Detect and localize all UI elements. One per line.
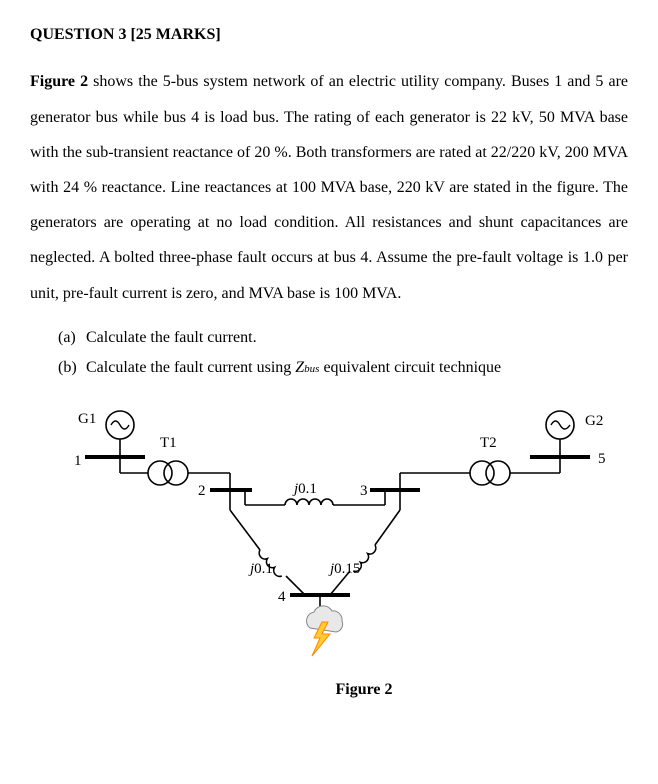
figure-2: G1 1 T1 2 G2 5 T2 3 bbox=[30, 395, 628, 701]
fault-icon bbox=[306, 606, 342, 656]
label-j015-34: j0.15 bbox=[328, 561, 360, 577]
circuit-diagram: G1 1 T1 2 G2 5 T2 3 bbox=[30, 395, 628, 665]
subq-b-marker: (b) bbox=[58, 353, 86, 383]
subq-a-text: Calculate the fault current. bbox=[86, 323, 257, 353]
subq-b-text: Calculate the fault current using Zbus e… bbox=[86, 353, 501, 383]
xfmr-t1-right-icon bbox=[164, 461, 188, 485]
label-t1: T1 bbox=[160, 435, 177, 451]
xfmr-t2-left-icon bbox=[470, 461, 494, 485]
label-bus2: 2 bbox=[198, 483, 206, 499]
subq-a: (a) Calculate the fault current. bbox=[58, 323, 628, 353]
label-g2: G2 bbox=[585, 413, 603, 429]
label-j01-24: j0.1 bbox=[248, 561, 273, 577]
label-j01-23: j0.1 bbox=[292, 481, 317, 497]
sub-questions: (a) Calculate the fault current. (b) Cal… bbox=[58, 323, 628, 384]
inductor-23-icon bbox=[285, 499, 333, 505]
figure-caption: Figure 2 bbox=[100, 679, 628, 701]
label-bus4: 4 bbox=[278, 589, 286, 605]
label-bus1: 1 bbox=[74, 453, 82, 469]
subq-a-marker: (a) bbox=[58, 323, 86, 353]
question-heading: QUESTION 3 [25 MARKS] bbox=[30, 24, 628, 46]
label-t2: T2 bbox=[480, 435, 497, 451]
label-bus5: 5 bbox=[598, 451, 606, 467]
paragraph-body: shows the 5-bus system network of an ele… bbox=[30, 73, 628, 301]
label-bus3: 3 bbox=[360, 483, 368, 499]
question-paragraph: Figure 2 shows the 5-bus system network … bbox=[30, 64, 628, 310]
subq-b: (b) Calculate the fault current using Zb… bbox=[58, 353, 628, 383]
figure-ref: Figure 2 bbox=[30, 73, 88, 90]
label-g1: G1 bbox=[78, 411, 96, 427]
